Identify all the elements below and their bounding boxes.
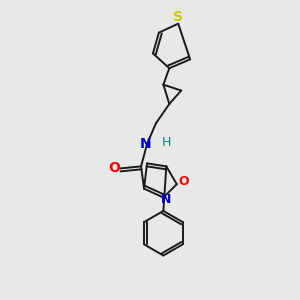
Text: O: O [108,161,120,176]
Text: N: N [140,137,152,151]
Text: N: N [160,193,171,206]
Text: S: S [173,10,183,24]
Text: O: O [178,175,189,188]
Text: H: H [162,136,171,149]
